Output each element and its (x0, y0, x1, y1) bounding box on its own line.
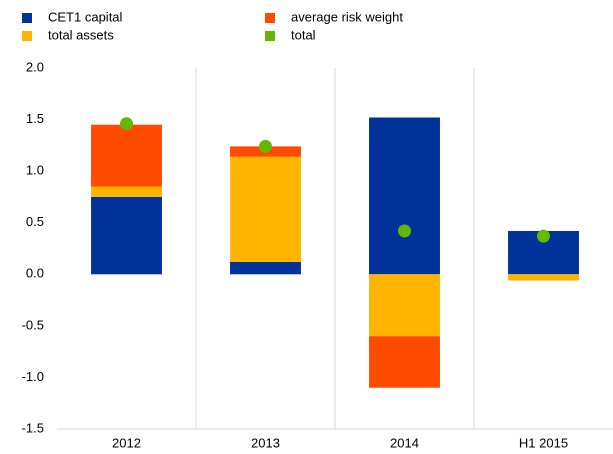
total-marker (398, 224, 411, 238)
x-tick-label: 2012 (112, 435, 141, 450)
legend-swatch (265, 13, 275, 23)
y-tick-label: -1.5 (22, 420, 44, 435)
bar-segment (91, 186, 162, 197)
y-tick-label: 0.5 (26, 214, 44, 229)
bar-segment (369, 336, 440, 388)
y-tick-label: -1.0 (22, 369, 44, 384)
y-tick-label: -0.5 (22, 317, 44, 332)
x-tick-label: 2014 (390, 435, 419, 450)
bar-segment (508, 274, 579, 281)
total-marker (120, 117, 133, 131)
legend-label: total (291, 27, 316, 42)
legend-label: average risk weight (291, 9, 403, 24)
legend-swatch (265, 31, 275, 41)
x-tick-label: H1 2015 (519, 435, 568, 450)
legend-swatch (22, 13, 32, 23)
bar-segment (91, 196, 162, 275)
total-marker (537, 229, 550, 243)
x-tick-label: 2013 (251, 435, 280, 450)
bar-segment (230, 156, 301, 262)
legend-swatch (22, 31, 32, 41)
total-marker (259, 139, 272, 153)
bar-segment (91, 124, 162, 187)
y-tick-label: 0.0 (26, 266, 44, 281)
bar-segment (369, 274, 440, 337)
y-tick-label: 1.0 (26, 163, 44, 178)
bar-segment (230, 261, 301, 275)
bar-segment (369, 117, 440, 275)
y-tick-label: 2.0 (26, 59, 44, 74)
y-tick-label: 1.5 (26, 111, 44, 126)
legend-label: CET1 capital (48, 9, 123, 24)
legend-label: total assets (48, 27, 114, 42)
